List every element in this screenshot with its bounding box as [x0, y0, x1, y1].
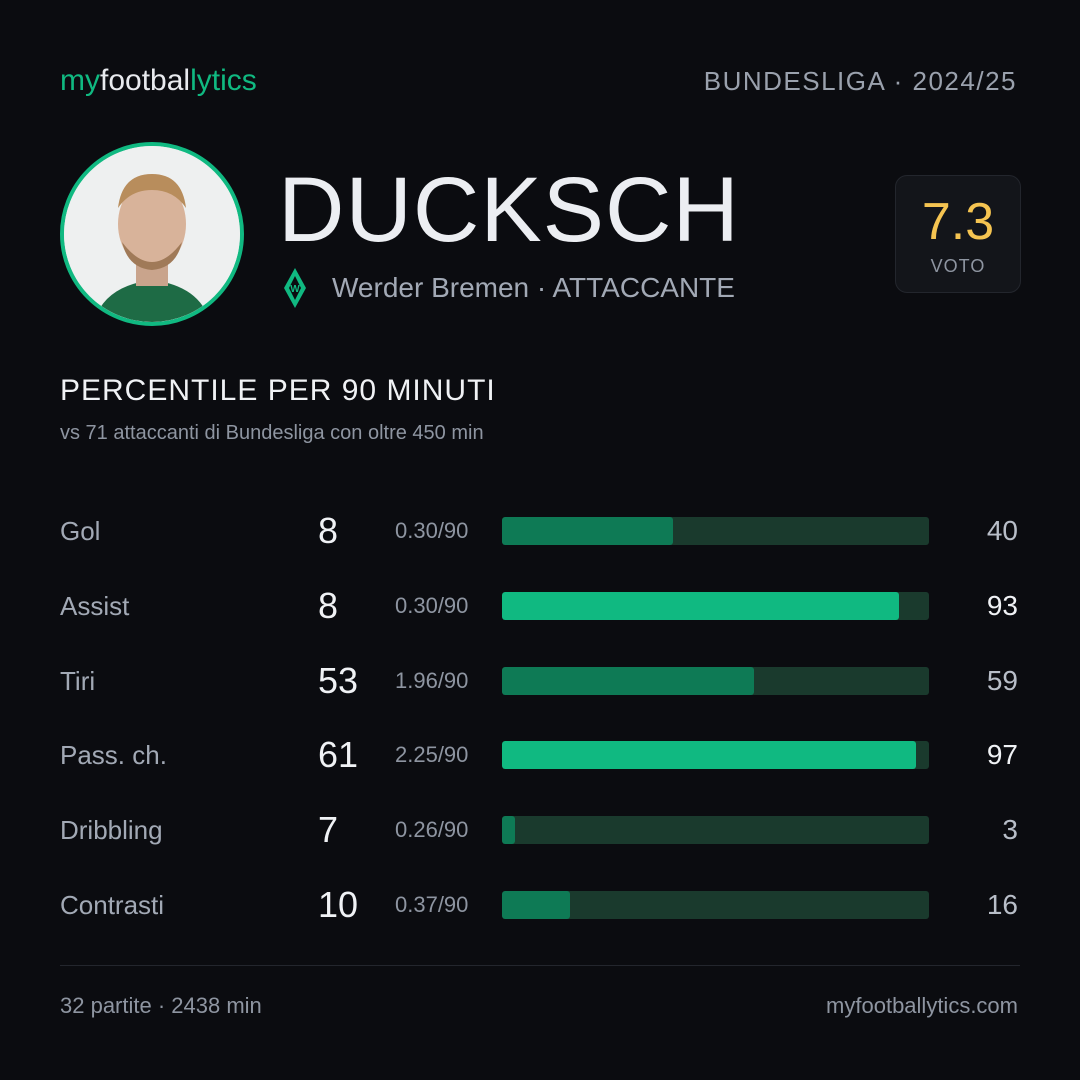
league: BUNDESLIGA · 2024/25	[703, 66, 1017, 96]
row-label: Assist	[60, 590, 130, 621]
team-crest: W	[284, 268, 306, 308]
row-total: 8	[318, 510, 339, 551]
rating-box: 7.3 VOTO	[895, 175, 1021, 293]
footer-site: myfootballytics.com	[826, 993, 1018, 1018]
row-percentile: 97	[986, 739, 1018, 771]
svg-text:W: W	[290, 284, 300, 295]
bar-track	[502, 666, 929, 695]
row-per90: 0.30/90	[395, 518, 469, 543]
row-percentile: 3	[1002, 814, 1018, 846]
photo-illustration	[64, 146, 240, 322]
footer-stats: 32 partite · 2438 min	[60, 993, 262, 1018]
row-percentile: 40	[986, 515, 1018, 546]
row-per90: 0.37/90	[395, 892, 469, 917]
brand: myfootballytics	[60, 64, 257, 98]
bar-track	[502, 816, 929, 845]
bar	[502, 517, 673, 545]
brand-part: my	[60, 64, 100, 97]
rating-value: 7.3	[921, 193, 995, 251]
player-name: DUCKSCH	[278, 159, 740, 261]
section-title: PERCENTILE PER 90 MINUTI	[60, 374, 496, 407]
row-total: 53	[318, 659, 359, 701]
row-percentile: 59	[986, 664, 1018, 696]
row-percentile: 16	[986, 889, 1018, 920]
brand-part: lytics	[190, 64, 257, 97]
row-label: Pass. ch.	[60, 740, 167, 771]
bar-track	[502, 591, 929, 620]
rating-label: VOTO	[930, 256, 986, 276]
bar-track	[502, 517, 929, 545]
row-label: Contrasti	[60, 890, 165, 920]
brand-part: footbal	[100, 64, 191, 97]
row-total: 10	[318, 884, 359, 925]
row-label: Dribbling	[60, 815, 163, 846]
bar-track	[502, 741, 929, 770]
bar-track	[502, 891, 929, 919]
row-per90: 0.30/90	[395, 592, 469, 618]
row-per90: 0.26/90	[395, 817, 469, 843]
player-meta: Werder Bremen · ATTACCANTE	[332, 272, 735, 303]
row-total: 61	[318, 734, 359, 776]
bar	[502, 666, 754, 695]
row-per90: 2.25/90	[395, 742, 469, 768]
row-label: Tiri	[60, 665, 96, 696]
row-total: 8	[318, 584, 339, 626]
bar	[502, 591, 900, 620]
bar	[502, 816, 515, 845]
bar	[502, 891, 571, 919]
player-photo	[60, 142, 244, 326]
row-percentile: 93	[986, 589, 1018, 621]
row-per90: 1.96/90	[395, 667, 469, 693]
bar	[502, 741, 917, 770]
divider	[60, 965, 1020, 966]
row-total: 7	[318, 809, 339, 851]
row-label: Gol	[60, 516, 101, 546]
section-subtitle: vs 71 attaccanti di Bundesliga con oltre…	[60, 422, 484, 444]
